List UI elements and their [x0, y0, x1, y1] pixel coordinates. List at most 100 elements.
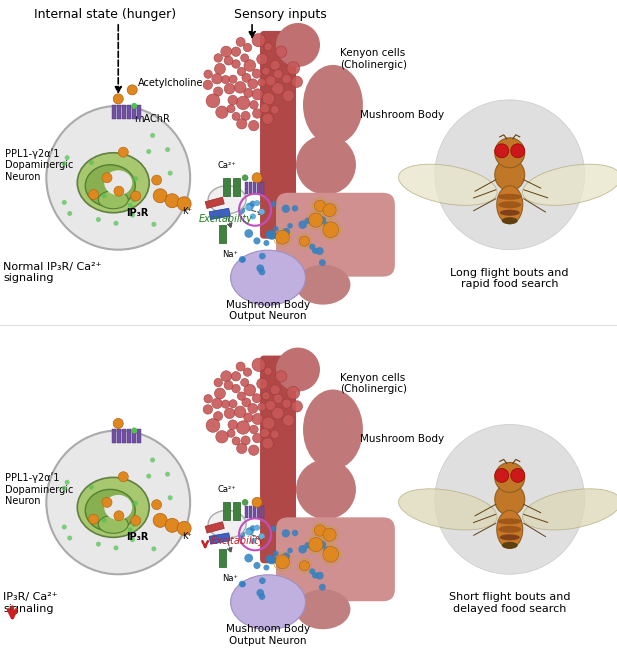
Circle shape [323, 222, 339, 237]
Circle shape [283, 415, 294, 426]
Circle shape [238, 531, 245, 539]
Circle shape [203, 80, 213, 89]
Circle shape [259, 593, 265, 600]
Circle shape [282, 205, 290, 213]
Circle shape [267, 231, 276, 240]
Circle shape [252, 394, 262, 403]
Circle shape [131, 103, 137, 109]
Circle shape [221, 371, 231, 381]
Circle shape [259, 269, 265, 275]
Circle shape [265, 76, 276, 86]
Circle shape [260, 428, 270, 437]
FancyBboxPatch shape [260, 31, 296, 239]
Circle shape [102, 193, 107, 198]
Circle shape [304, 218, 310, 224]
Bar [261, 507, 264, 518]
Circle shape [270, 60, 280, 70]
Ellipse shape [98, 515, 128, 533]
Circle shape [128, 527, 133, 533]
Circle shape [511, 468, 524, 482]
Circle shape [236, 362, 245, 371]
Circle shape [323, 546, 330, 554]
Circle shape [257, 378, 268, 389]
Bar [127, 430, 131, 443]
Bar [209, 533, 230, 544]
Circle shape [212, 398, 222, 409]
Circle shape [314, 200, 326, 212]
Circle shape [102, 497, 112, 507]
Circle shape [46, 430, 190, 574]
Circle shape [263, 565, 270, 570]
Circle shape [243, 43, 252, 52]
Circle shape [165, 147, 170, 152]
Circle shape [288, 548, 293, 554]
Circle shape [252, 413, 263, 424]
Circle shape [287, 62, 300, 74]
Circle shape [114, 545, 118, 550]
Circle shape [273, 70, 283, 79]
Circle shape [46, 106, 190, 250]
Circle shape [252, 434, 262, 443]
Circle shape [257, 53, 268, 65]
Circle shape [308, 538, 323, 552]
Text: Ca²⁺: Ca²⁺ [217, 161, 236, 170]
Bar [132, 430, 136, 443]
Circle shape [270, 526, 276, 531]
Circle shape [292, 529, 298, 536]
Ellipse shape [497, 511, 523, 548]
Circle shape [114, 186, 124, 196]
Circle shape [299, 220, 307, 229]
Circle shape [252, 173, 262, 183]
Circle shape [276, 23, 320, 67]
Circle shape [316, 247, 324, 255]
Text: Excitability: Excitability [199, 214, 253, 224]
Circle shape [264, 42, 272, 51]
Circle shape [206, 419, 220, 432]
Ellipse shape [500, 535, 520, 541]
Circle shape [276, 348, 320, 391]
Circle shape [244, 89, 253, 98]
Text: mAChR: mAChR [135, 114, 170, 124]
Circle shape [495, 144, 509, 158]
Text: PPL1-γ2αʹ1
Dopaminergic
Neuron: PPL1-γ2αʹ1 Dopaminergic Neuron [6, 473, 74, 507]
Text: Mushroom Body: Mushroom Body [360, 434, 444, 445]
Circle shape [227, 429, 235, 437]
Circle shape [130, 537, 135, 542]
Text: IP₃R: IP₃R [126, 532, 149, 542]
Circle shape [214, 53, 223, 62]
Circle shape [271, 106, 279, 114]
Circle shape [314, 525, 326, 536]
Circle shape [232, 60, 240, 68]
Circle shape [299, 236, 310, 246]
Circle shape [244, 384, 255, 396]
Circle shape [250, 526, 256, 531]
Circle shape [238, 392, 246, 400]
Circle shape [67, 211, 72, 216]
Circle shape [96, 217, 101, 222]
Bar [137, 105, 141, 119]
Circle shape [308, 213, 323, 227]
Circle shape [89, 190, 99, 200]
Circle shape [258, 403, 266, 411]
Circle shape [309, 244, 315, 250]
Ellipse shape [77, 153, 149, 213]
Circle shape [282, 228, 290, 235]
Circle shape [271, 430, 279, 439]
Circle shape [308, 543, 314, 549]
Text: Long flight bouts and
rapid food search: Long flight bouts and rapid food search [450, 268, 569, 289]
Circle shape [282, 74, 291, 83]
Circle shape [249, 121, 259, 131]
Circle shape [495, 138, 524, 168]
Circle shape [216, 106, 228, 119]
Circle shape [282, 529, 290, 537]
Circle shape [267, 556, 276, 565]
Circle shape [65, 480, 70, 484]
Circle shape [114, 94, 123, 104]
Circle shape [213, 87, 223, 96]
Circle shape [273, 394, 283, 404]
Circle shape [262, 417, 275, 430]
Circle shape [204, 394, 212, 403]
Circle shape [65, 155, 70, 160]
Bar [127, 105, 131, 119]
Circle shape [238, 67, 246, 76]
